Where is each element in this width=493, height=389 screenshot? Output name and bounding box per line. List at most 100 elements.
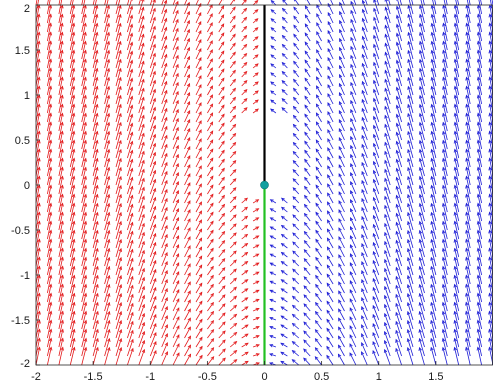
field-arrow	[195, 318, 203, 330]
field-arrow	[465, 40, 471, 60]
field-arrow	[373, 16, 380, 33]
field-arrow	[138, 150, 145, 168]
field-arrow	[58, 121, 64, 141]
field-arrow	[229, 6, 236, 15]
field-arrow	[229, 60, 236, 69]
field-arrow	[418, 139, 425, 159]
field-arrow	[281, 43, 288, 51]
field-arrow	[138, 258, 145, 276]
field-arrow	[218, 5, 225, 15]
field-arrow	[327, 93, 334, 105]
field-arrow	[330, 0, 334, 6]
field-arrow	[104, 337, 111, 357]
field-arrow	[184, 136, 191, 150]
field-arrow	[430, 274, 437, 294]
field-arrow	[35, 0, 38, 6]
field-arrow	[453, 157, 460, 177]
field-arrow	[69, 346, 76, 366]
field-arrow	[92, 229, 99, 249]
field-arrow	[373, 70, 380, 87]
field-arrow	[127, 86, 134, 105]
field-arrow	[350, 63, 357, 78]
field-arrow	[269, 307, 277, 312]
field-arrow	[384, 24, 391, 42]
field-arrow	[361, 26, 368, 42]
field-arrow	[465, 49, 471, 69]
field-arrow	[418, 112, 425, 132]
field-arrow	[47, 40, 53, 60]
field-arrow	[104, 13, 110, 33]
field-arrow	[47, 58, 53, 78]
field-arrow	[104, 265, 111, 285]
field-arrow	[396, 0, 402, 15]
field-arrow	[453, 76, 460, 96]
field-arrow	[104, 175, 111, 195]
field-arrow	[172, 235, 180, 249]
field-arrow	[195, 38, 202, 51]
field-arrow	[104, 292, 111, 312]
field-arrow	[270, 9, 277, 15]
field-arrow	[172, 198, 179, 213]
field-arrow	[361, 188, 368, 204]
field-arrow	[81, 49, 87, 69]
field-arrow	[292, 268, 300, 276]
field-arrow	[58, 157, 64, 177]
field-arrow	[326, 228, 334, 240]
field-arrow	[172, 271, 180, 285]
field-arrow	[315, 202, 322, 213]
field-arrow	[229, 187, 237, 195]
field-arrow	[327, 56, 334, 69]
field-arrow	[303, 248, 311, 258]
field-arrow	[92, 319, 99, 339]
field-arrow	[184, 218, 191, 231]
field-arrow	[58, 67, 64, 87]
field-arrow	[407, 274, 414, 294]
field-arrow	[395, 86, 402, 105]
field-arrow	[406, 301, 414, 321]
field-arrow	[104, 67, 110, 87]
field-arrow	[149, 133, 157, 150]
field-arrow	[280, 333, 288, 339]
field-arrow	[327, 102, 334, 114]
field-arrow	[476, 265, 482, 285]
field-arrow	[184, 272, 191, 285]
field-arrow	[441, 301, 448, 321]
field-arrow	[384, 87, 391, 105]
field-arrow	[441, 292, 448, 312]
field-arrow	[280, 251, 288, 258]
field-arrow	[361, 89, 368, 105]
field-arrow	[58, 328, 64, 348]
field-arrow	[418, 220, 425, 240]
field-arrow	[104, 157, 111, 177]
field-arrow	[270, 36, 277, 42]
field-arrow	[395, 194, 402, 213]
field-arrow	[418, 292, 425, 312]
field-arrow	[81, 148, 87, 168]
field-arrow	[293, 6, 300, 15]
field-arrow	[218, 276, 226, 285]
field-arrow	[104, 256, 111, 276]
field-arrow	[241, 297, 249, 303]
field-arrow	[418, 247, 425, 267]
field-arrow	[384, 132, 391, 150]
field-arrow	[326, 336, 334, 348]
field-arrow	[314, 347, 322, 357]
field-arrow	[292, 132, 300, 141]
field-arrow	[47, 283, 53, 303]
field-arrow	[81, 130, 87, 150]
field-arrow	[127, 50, 134, 69]
field-arrow	[476, 247, 482, 267]
field-arrow	[195, 156, 202, 168]
field-arrow	[384, 0, 391, 15]
field-arrow	[476, 121, 482, 141]
field-arrow	[47, 247, 53, 267]
field-arrow	[149, 349, 157, 366]
field-arrow	[207, 112, 214, 123]
field-arrow	[207, 0, 211, 6]
field-arrow	[218, 59, 225, 69]
field-arrow	[442, 103, 448, 123]
field-arrow	[476, 220, 482, 240]
field-arrow	[184, 254, 191, 267]
field-arrow	[172, 244, 180, 258]
field-arrow	[349, 262, 357, 276]
